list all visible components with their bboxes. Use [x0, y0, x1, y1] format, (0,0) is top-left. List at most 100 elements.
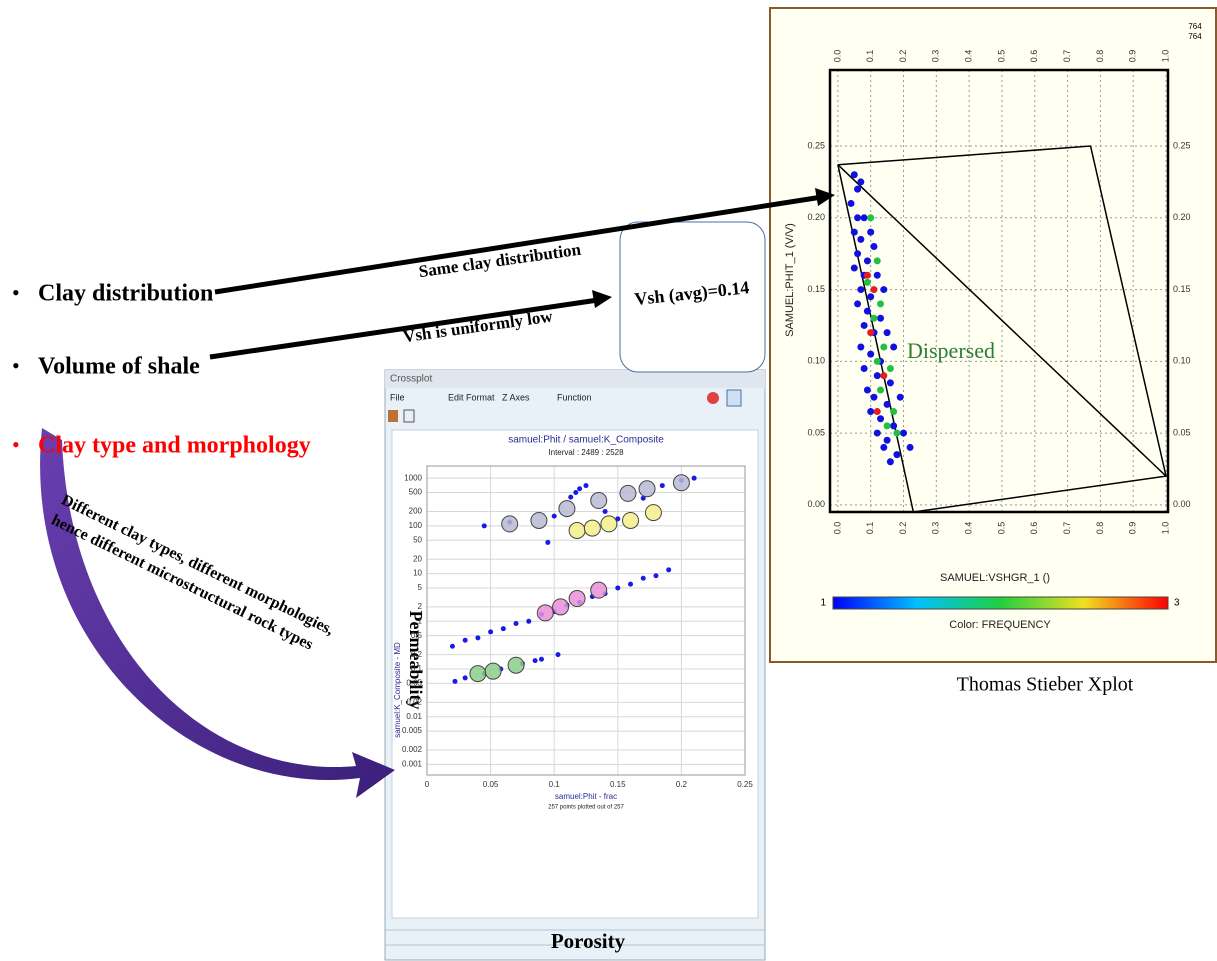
y-tick-label: 0.005: [402, 726, 423, 735]
point: [861, 365, 868, 372]
y-tick-label: 0.00: [1173, 499, 1191, 509]
x-tick-label: 0.2: [898, 522, 908, 535]
point: [526, 619, 531, 624]
point: [854, 250, 861, 257]
bullet-dot: •: [12, 432, 20, 457]
x-tick-label: 0.4: [964, 50, 974, 63]
menu-item[interactable]: Function: [557, 392, 592, 402]
point: [874, 408, 881, 415]
x-tick-label: 0.1: [865, 522, 875, 535]
point: [893, 451, 900, 458]
x-tick-label: 0: [425, 780, 430, 789]
point: [533, 658, 538, 663]
y-tick-label: 500: [409, 488, 423, 497]
arrow-label: Vsh is uniformly low: [402, 306, 555, 346]
menu-item[interactable]: File: [390, 392, 405, 402]
y-tick-label: 0.2: [411, 650, 423, 659]
point: [857, 236, 864, 243]
x-tick-label: 0.1: [549, 780, 561, 789]
caption: Porosity: [551, 929, 626, 953]
x-axis-label: samuel:Phit - frac: [555, 792, 617, 801]
y-tick-label: 0.15: [807, 284, 825, 294]
x-tick-label: 0.7: [1062, 522, 1072, 535]
point: [641, 576, 646, 581]
point: [556, 652, 561, 657]
point: [900, 430, 907, 437]
point: [870, 286, 877, 293]
plot-panel: [392, 430, 758, 918]
menu-item[interactable]: Z Axes: [502, 392, 530, 402]
point: [539, 657, 544, 662]
point: [867, 293, 874, 300]
point: [568, 495, 573, 500]
point: [864, 279, 871, 286]
window-title: Crossplot: [390, 374, 432, 385]
point: [874, 272, 881, 279]
point: [867, 329, 874, 336]
point: [870, 243, 877, 250]
point: [475, 635, 480, 640]
point: [653, 573, 658, 578]
x-tick-label: 0.8: [1095, 522, 1105, 535]
point: [887, 458, 894, 465]
point: [660, 483, 665, 488]
y-tick-label: 0.15: [1173, 284, 1191, 294]
x-tick-label: 0.4: [964, 522, 974, 535]
point: [857, 286, 864, 293]
point: [877, 315, 884, 322]
y-tick-label: 50: [413, 535, 422, 544]
point: [854, 186, 861, 193]
y-tick-label: 5: [418, 583, 423, 592]
toolbar-icon: [388, 410, 398, 422]
x-tick-label: 0.0: [832, 522, 842, 535]
y-tick-label: 1000: [404, 473, 422, 482]
x-tick-label: 0.2: [898, 50, 908, 63]
y-tick-label: 0.05: [1173, 427, 1191, 437]
marker: [470, 666, 486, 682]
point: [874, 372, 881, 379]
x-tick-label: 0.0: [832, 50, 842, 63]
marker: [508, 657, 524, 673]
x-tick-label: 0.6: [1029, 50, 1039, 63]
point: [577, 486, 582, 491]
bullet-text: Clay distribution: [38, 281, 213, 307]
bullet-text: Volume of shale: [38, 354, 200, 380]
point: [545, 540, 550, 545]
footnote: 257 points plotted out of 257: [548, 805, 624, 811]
point: [874, 358, 881, 365]
point: [874, 257, 881, 264]
window-titlebar: [385, 370, 765, 388]
point: [501, 626, 506, 631]
y-tick-label: 2: [418, 602, 423, 611]
marker: [537, 605, 553, 621]
point: [628, 582, 633, 587]
y-tick-label: 0.01: [406, 712, 422, 721]
point: [584, 483, 589, 488]
marker: [601, 516, 617, 532]
stieber-frame: [770, 8, 1216, 662]
point: [867, 214, 874, 221]
point: [864, 387, 871, 394]
caption: Thomas Stieber Xplot: [957, 674, 1134, 696]
point: [880, 343, 887, 350]
x-tick-label: 0.9: [1128, 50, 1138, 63]
marker: [584, 520, 600, 536]
y-tick-label: 0.00: [807, 499, 825, 509]
y-tick-label: 0.1: [411, 664, 423, 673]
point: [488, 629, 493, 634]
point: [463, 675, 468, 680]
point: [884, 329, 891, 336]
marker: [591, 493, 607, 509]
corner-count: 764: [1188, 32, 1202, 41]
point: [877, 415, 884, 422]
x-tick-label: 0.3: [931, 50, 941, 63]
point: [463, 638, 468, 643]
point: [450, 644, 455, 649]
y-tick-label: 0.20: [807, 212, 825, 222]
x-tick-label: 0.9: [1128, 522, 1138, 535]
corner-count: 764: [1188, 22, 1202, 31]
y-tick-label: 0.10: [1173, 356, 1191, 366]
menu-item[interactable]: Edit Format: [448, 392, 495, 402]
point: [861, 322, 868, 329]
toolbar-icon: [707, 392, 719, 404]
